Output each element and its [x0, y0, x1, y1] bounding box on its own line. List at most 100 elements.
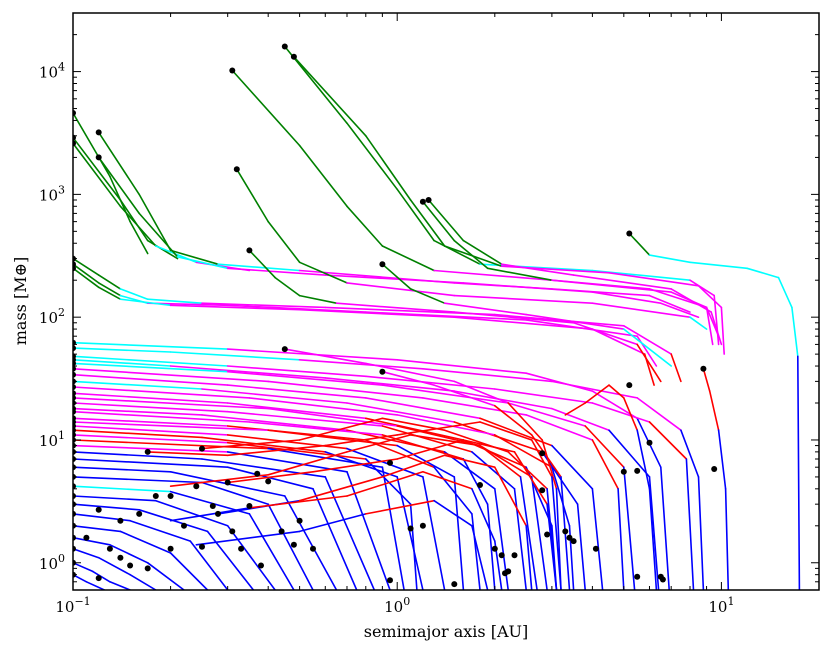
track-segment: [129, 220, 149, 255]
track-19: [73, 355, 695, 590]
data-point: [152, 493, 159, 499]
track-segment: [73, 417, 229, 427]
track-segment: [493, 466, 528, 527]
track-segment: [73, 386, 251, 399]
track-15: [381, 263, 673, 367]
track-segment: [427, 199, 465, 242]
track-segment: [471, 513, 481, 590]
track-segment: [97, 282, 122, 297]
track-28: [73, 402, 528, 590]
track-segment: [576, 503, 587, 590]
track-segment: [73, 407, 203, 416]
data-point: [290, 53, 297, 60]
track-segment: [685, 458, 695, 590]
track-segment: [628, 232, 651, 256]
track-49: [73, 561, 131, 590]
track-segment: [324, 434, 399, 447]
data-point: [136, 510, 143, 517]
track-segment: [226, 402, 367, 420]
track-segment: [283, 495, 338, 590]
track-segment: [500, 263, 575, 276]
track-54: [702, 367, 730, 590]
tick-label: 10−1: [55, 595, 90, 616]
track-segment: [381, 263, 412, 290]
data-point: [451, 581, 458, 588]
track-segment: [493, 404, 533, 436]
track-segment: [169, 365, 327, 379]
data-point: [511, 552, 518, 559]
track-segment: [636, 429, 651, 490]
track-51: [283, 348, 562, 590]
track-segment: [433, 384, 496, 407]
track-segment: [364, 499, 435, 515]
track-segment: [298, 308, 456, 319]
track-52: [381, 370, 571, 590]
track-segment: [226, 444, 327, 457]
tick-label: 104: [39, 61, 65, 82]
track-segment: [717, 429, 727, 490]
track-57: [169, 434, 538, 590]
track-segment: [471, 451, 516, 490]
track-segment: [572, 274, 673, 290]
track-segment: [312, 487, 358, 590]
track-18: [73, 347, 705, 590]
track-segment: [513, 487, 528, 590]
track-segment: [453, 239, 489, 270]
track-segment: [507, 451, 548, 490]
track-segment: [564, 402, 587, 416]
track-segment: [453, 316, 594, 330]
data-point: [95, 129, 102, 136]
data-point: [477, 482, 483, 488]
track-60: [169, 470, 503, 590]
track-segment: [129, 573, 157, 590]
data-point: [265, 478, 272, 485]
track-segment: [176, 255, 229, 270]
track-27: [73, 397, 548, 590]
track-segment: [591, 439, 619, 490]
track-segment: [364, 135, 412, 201]
track-segment: [381, 425, 473, 453]
track-segment: [73, 392, 229, 404]
data-point: [544, 531, 551, 538]
track-segment: [591, 291, 662, 305]
track-segment: [97, 131, 140, 196]
track-segment: [525, 414, 594, 441]
track-segment: [73, 485, 172, 493]
track-segment: [433, 239, 481, 266]
track-segment: [73, 466, 172, 473]
track-segment: [73, 434, 229, 444]
track-segment: [608, 429, 651, 478]
track-segment: [433, 466, 473, 515]
data-point: [229, 528, 236, 535]
track-segment: [551, 444, 594, 490]
data-point: [209, 503, 216, 509]
data-point: [144, 448, 151, 455]
track-segment: [381, 466, 405, 590]
track-segment: [697, 476, 705, 590]
track-segment: [689, 279, 716, 297]
track-segment: [73, 439, 270, 450]
track-segment: [73, 347, 172, 353]
data-point: [281, 346, 288, 353]
track-segment: [97, 156, 140, 215]
track-segment: [138, 193, 172, 252]
track-segment: [248, 249, 276, 279]
track-segment: [617, 487, 625, 590]
track-segment: [433, 269, 553, 282]
track-7: [73, 267, 655, 386]
track-segment: [396, 439, 465, 460]
data-point: [379, 261, 386, 268]
track-segment: [346, 402, 456, 423]
track-segment: [169, 249, 219, 266]
data-point: [419, 522, 426, 529]
track-segment: [248, 513, 295, 590]
data-point: [626, 230, 633, 237]
track-segment: [73, 341, 229, 350]
track-segment: [73, 397, 270, 410]
track-segment: [298, 513, 367, 533]
track-segment: [73, 380, 203, 390]
track-segment: [381, 384, 510, 404]
track-46: [73, 524, 209, 590]
track-segment: [409, 199, 446, 247]
track-32: [73, 421, 465, 590]
